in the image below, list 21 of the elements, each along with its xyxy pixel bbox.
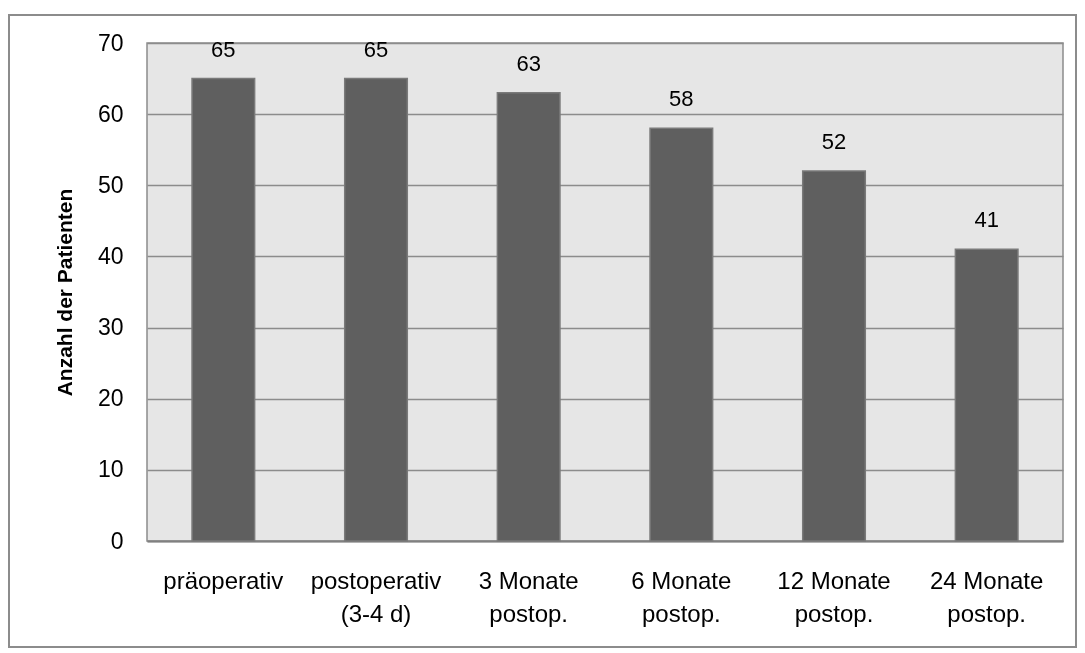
x-tick-label: 12 Monate postop.	[777, 566, 891, 627]
y-tick-label: 40	[97, 242, 124, 269]
data-label: 65	[363, 36, 389, 62]
data-label: 63	[516, 50, 541, 76]
data-label: 52	[821, 129, 847, 155]
y-tick-label: 50	[97, 171, 124, 198]
y-tick-label: 30	[97, 314, 124, 341]
x-tick-label: 6 Monate postop.	[631, 566, 732, 627]
y-tick-label: 60	[97, 100, 124, 127]
y-tick-label: 20	[97, 385, 124, 412]
y-axis-title: Anzahl der Patienten	[52, 188, 76, 397]
data-label: 58	[669, 86, 694, 112]
x-tick-label: 24 Monate postop.	[929, 566, 1044, 627]
x-tick-label: postoperativ (3-4 d)	[310, 566, 442, 627]
x-tick-label: 3 Monate postop.	[478, 566, 579, 627]
x-tick-label: präoperativ	[163, 566, 284, 594]
data-label: 65	[211, 36, 236, 62]
y-tick-label: 70	[97, 29, 124, 56]
y-tick-label: 0	[110, 527, 124, 554]
data-label: 41	[974, 207, 999, 233]
y-tick-label: 10	[97, 456, 124, 483]
